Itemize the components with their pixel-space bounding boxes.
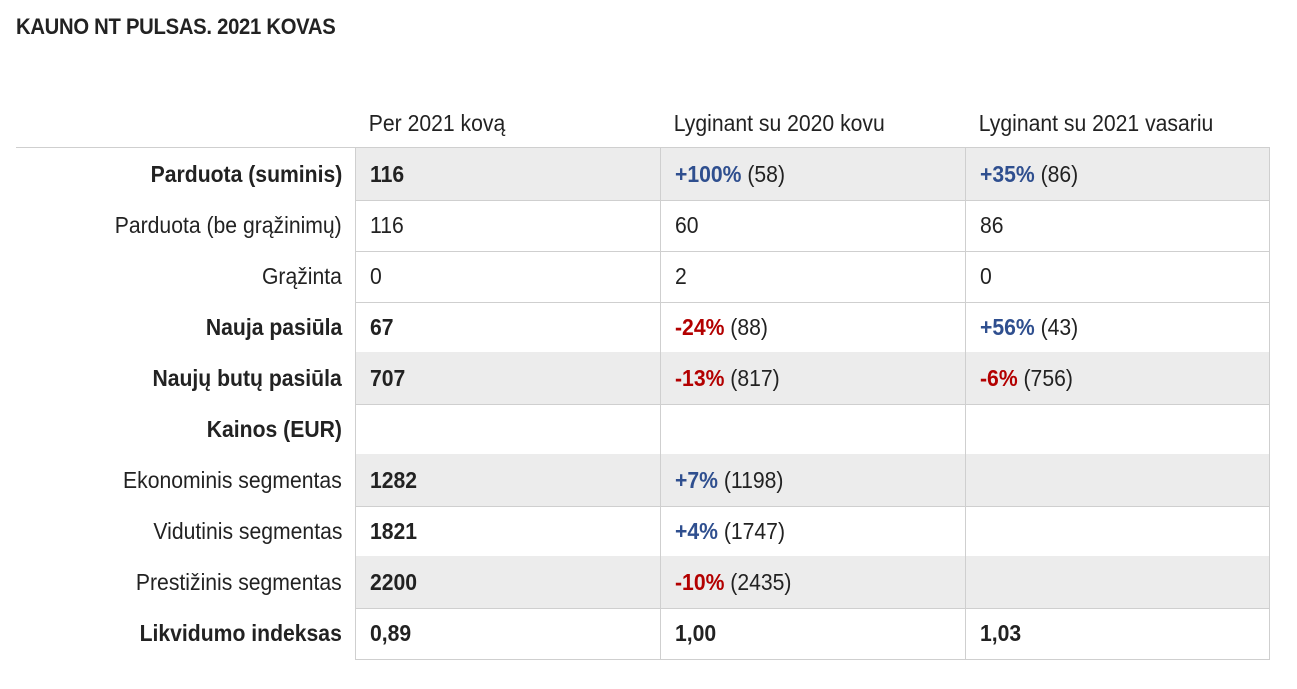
value-vs-last-month bbox=[965, 505, 1270, 558]
value-vs-last-month: +35% (86) bbox=[965, 148, 1270, 201]
table-row: Kainos (EUR) bbox=[16, 403, 1270, 456]
value-vs-last-year: -13% (817) bbox=[660, 352, 965, 405]
value-vs-last-year: 60 bbox=[660, 199, 965, 252]
header-empty-cell bbox=[16, 96, 328, 150]
row-label: Likvidumo indeksas bbox=[139, 620, 342, 646]
value-current: 707 bbox=[355, 352, 660, 405]
table-row: Grąžinta 0 2 0 bbox=[16, 250, 1270, 303]
value-current: 0,89 bbox=[355, 607, 660, 660]
row-label: Ekonominis segmentas bbox=[123, 467, 342, 493]
value-current: 67 bbox=[355, 301, 660, 354]
page-title: KAUNO NT PULSAS. 2021 KOVAS bbox=[16, 14, 336, 39]
value-vs-last-year: 1,00 bbox=[660, 607, 965, 660]
header-current-month: Per 2021 kovą bbox=[368, 110, 506, 136]
row-label: Grąžinta bbox=[262, 263, 342, 289]
table-row: Parduota (be grąžinimų) 116 60 86 bbox=[16, 199, 1270, 252]
value-vs-last-month: 1,03 bbox=[965, 607, 1270, 660]
value-vs-last-month: -6% (756) bbox=[965, 352, 1270, 405]
value-vs-last-month: 0 bbox=[965, 250, 1270, 303]
value-vs-last-year bbox=[660, 403, 965, 456]
value-current: 0 bbox=[355, 250, 660, 303]
table-header-row: Per 2021 kovą Lyginant su 2020 kovu Lygi… bbox=[16, 96, 1270, 148]
value-vs-last-year: +4% (1747) bbox=[660, 505, 965, 558]
value-current: 116 bbox=[355, 148, 660, 201]
table-row: Parduota (suminis) 116 +100% (58) +35% (… bbox=[16, 148, 1270, 201]
value-vs-last-month: 86 bbox=[965, 199, 1270, 252]
value-vs-last-year: +100% (58) bbox=[660, 148, 965, 201]
value-current: 2200 bbox=[355, 556, 660, 609]
table-row: Prestižinis segmentas 2200 -10% (2435) bbox=[16, 556, 1270, 609]
value-current bbox=[355, 403, 660, 456]
value-vs-last-month: +56% (43) bbox=[965, 301, 1270, 354]
header-vs-last-year: Lyginant su 2020 kovu bbox=[673, 110, 885, 136]
row-label: Nauja pasiūla bbox=[205, 314, 342, 340]
value-vs-last-year: -10% (2435) bbox=[660, 556, 965, 609]
row-label: Naujų butų pasiūla bbox=[152, 365, 342, 391]
stats-table: Per 2021 kovą Lyginant su 2020 kovu Lygi… bbox=[16, 96, 1270, 660]
table-row: Vidutinis segmentas 1821 +4% (1747) bbox=[16, 505, 1270, 558]
table-row: Likvidumo indeksas 0,89 1,00 1,03 bbox=[16, 607, 1270, 660]
table-row: Naujų butų pasiūla 707 -13% (817) -6% (7… bbox=[16, 352, 1270, 405]
table-row: Ekonominis segmentas 1282 +7% (1198) bbox=[16, 454, 1270, 507]
value-vs-last-year: 2 bbox=[660, 250, 965, 303]
header-vs-last-month: Lyginant su 2021 vasariu bbox=[978, 110, 1214, 136]
value-current: 1282 bbox=[355, 454, 660, 507]
row-label: Kainos (EUR) bbox=[206, 416, 342, 442]
value-vs-last-month bbox=[965, 454, 1270, 507]
row-label: Parduota (suminis) bbox=[150, 161, 342, 187]
value-vs-last-year: -24% (88) bbox=[660, 301, 965, 354]
row-label: Vidutinis segmentas bbox=[153, 518, 342, 544]
value-vs-last-month bbox=[965, 556, 1270, 609]
value-current: 116 bbox=[355, 199, 660, 252]
row-label: Prestižinis segmentas bbox=[136, 569, 342, 595]
value-current: 1821 bbox=[355, 505, 660, 558]
table-row: Nauja pasiūla 67 -24% (88) +56% (43) bbox=[16, 301, 1270, 354]
value-vs-last-month bbox=[965, 403, 1270, 456]
value-vs-last-year: +7% (1198) bbox=[660, 454, 965, 507]
row-label: Parduota (be grąžinimų) bbox=[115, 212, 342, 238]
